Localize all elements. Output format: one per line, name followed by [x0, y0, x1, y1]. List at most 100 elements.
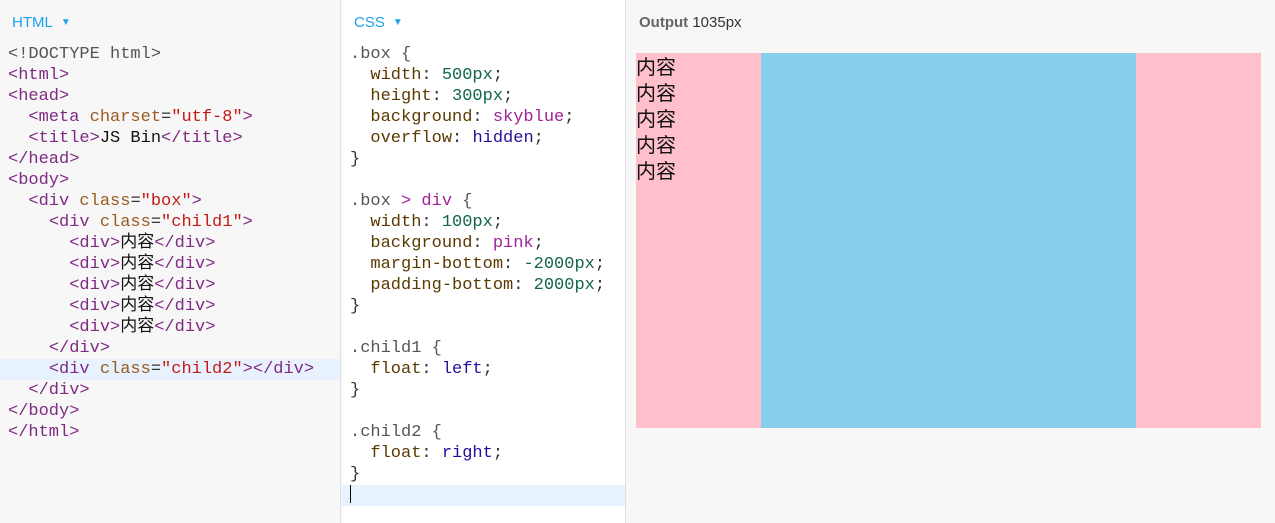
code-token: 300px: [452, 87, 504, 106]
code-line: </div>: [0, 338, 340, 359]
code-line: .box {: [342, 44, 625, 65]
code-token: ;: [594, 255, 606, 274]
output-title: Output: [639, 14, 689, 31]
code-token: >: [242, 108, 253, 127]
code-token: 2000px: [533, 276, 595, 295]
code-token: :: [472, 234, 493, 253]
code-line: height: 300px;: [342, 86, 625, 107]
content-item: 内容: [636, 161, 676, 183]
html-editor-pane: HTML ▼ <!DOCTYPE html> <html> <head> <meta …: [0, 0, 341, 523]
css-editor-pane: CSS ▼ .box { width: 500px; height: 300px;…: [342, 0, 626, 523]
code-token: [411, 192, 421, 211]
code-token: [8, 255, 69, 274]
code-token: 内容: [120, 297, 155, 316]
code-token: ;: [594, 276, 606, 295]
code-token: >: [191, 192, 202, 211]
code-line: <div class="child1">: [0, 212, 340, 233]
code-token: =: [130, 192, 141, 211]
code-token: </html>: [8, 423, 80, 442]
code-line: [342, 170, 625, 191]
code-line: <div>内容</div>: [0, 317, 340, 338]
code-token: :: [421, 66, 442, 85]
code-token: <div: [48, 213, 100, 232]
code-line: <title>JS Bin</title>: [0, 128, 340, 149]
code-token: float: [350, 360, 422, 379]
code-token: .box {: [350, 45, 412, 64]
code-line: <div>内容</div>: [0, 254, 340, 275]
code-line: [342, 317, 625, 338]
code-token: "child1": [161, 213, 243, 232]
code-line: padding-bottom: 2000px;: [342, 275, 625, 296]
code-token: ;: [533, 234, 544, 253]
code-token: </div>: [48, 339, 111, 358]
code-token: =: [150, 213, 162, 232]
code-token: right: [441, 444, 493, 463]
code-token: class: [99, 360, 151, 379]
code-line: }: [342, 380, 625, 401]
code-token: }: [350, 465, 361, 484]
code-line: </body>: [0, 401, 340, 422]
code-token: }: [350, 381, 361, 400]
code-token: }: [350, 150, 361, 169]
code-token: <title>: [28, 129, 100, 148]
code-line: <meta charset="utf-8">: [0, 107, 340, 128]
code-token: 100px: [441, 213, 493, 232]
caret-down-icon: ▼: [392, 17, 403, 28]
code-token: :: [452, 129, 473, 148]
html-code-editor[interactable]: <!DOCTYPE html> <html> <head> <meta charse…: [0, 44, 340, 443]
code-token: ></div>: [242, 360, 315, 379]
code-line: <!DOCTYPE html>: [0, 44, 340, 65]
code-token: height: [350, 87, 432, 106]
code-token: :: [421, 213, 442, 232]
code-token: ;: [492, 444, 504, 463]
code-token: ;: [533, 129, 544, 148]
code-line: float: right;: [342, 443, 625, 464]
code-token: .box: [350, 192, 402, 211]
code-token: </div>: [154, 255, 216, 274]
code-token: </div>: [154, 297, 216, 316]
code-token: </div>: [154, 276, 216, 295]
code-line: width: 500px;: [342, 65, 625, 86]
code-token: 内容: [120, 276, 155, 295]
code-token: .child2 {: [350, 423, 442, 442]
code-line: margin-bottom: -2000px;: [342, 254, 625, 275]
code-token: [8, 129, 28, 148]
code-token: skyblue: [492, 108, 565, 127]
code-token: background: [350, 234, 473, 253]
code-line: background: pink;: [342, 233, 625, 254]
child1: 内容 内容 内容 内容 内容: [636, 53, 761, 428]
code-token: <div>: [69, 234, 121, 253]
code-token: :: [421, 360, 442, 379]
css-panel-dropdown[interactable]: CSS ▼: [354, 14, 403, 31]
code-line: <html>: [0, 65, 340, 86]
html-panel-dropdown[interactable]: HTML ▼: [12, 14, 71, 31]
code-token: [8, 234, 69, 253]
code-token: </div>: [154, 318, 216, 337]
code-line: <div class="child2"></div>: [0, 359, 340, 380]
code-line: <div>内容</div>: [0, 233, 340, 254]
code-token: padding-bottom: [350, 276, 514, 295]
code-token: [8, 192, 28, 211]
code-token: -2000px: [523, 255, 595, 274]
code-token: </title>: [161, 129, 243, 148]
content-item: 内容: [636, 135, 676, 157]
code-line: [342, 401, 625, 422]
caret-down-icon: ▼: [60, 17, 71, 28]
code-token: div: [421, 192, 453, 211]
output-pane: Output 1035px 内容 内容 内容 内容 内容: [626, 0, 1275, 523]
code-token: =: [161, 108, 172, 127]
code-token: width: [350, 66, 422, 85]
code-token: 内容: [120, 255, 155, 274]
css-code-editor[interactable]: .box { width: 500px; height: 300px; back…: [342, 44, 625, 506]
code-token: <div: [28, 192, 80, 211]
code-line: .box > div {: [342, 191, 625, 212]
code-line: </html>: [0, 422, 340, 443]
output-header: Output 1035px: [639, 14, 742, 31]
content-item: 内容: [636, 57, 676, 79]
code-token: {: [452, 192, 473, 211]
code-token: :: [472, 108, 493, 127]
output-width: 1035px: [692, 14, 742, 31]
code-token: <div>: [69, 255, 121, 274]
code-line: background: skyblue;: [342, 107, 625, 128]
output-box: 内容 内容 内容 内容 内容: [636, 53, 1261, 428]
